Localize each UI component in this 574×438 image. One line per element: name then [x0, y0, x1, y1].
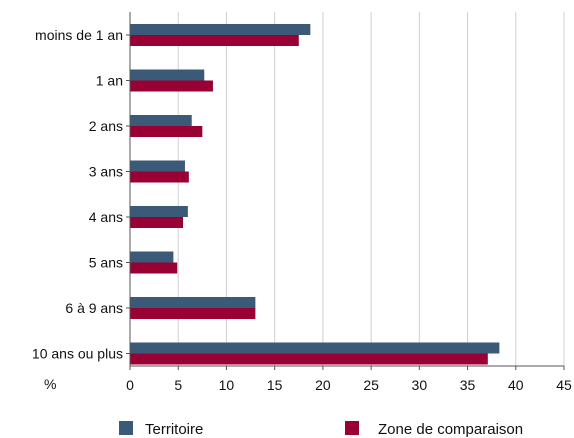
bar	[130, 308, 256, 319]
category-label: 5 ans	[89, 255, 123, 271]
category-label: 2 ans	[89, 118, 123, 134]
legend-label: Territoire	[145, 421, 203, 438]
bar	[130, 297, 256, 308]
category-label: 1 an	[96, 73, 123, 89]
x-tick-label: 5	[174, 377, 182, 393]
bar	[130, 353, 488, 365]
x-tick-label: 15	[267, 377, 283, 393]
category-label: 10 ans ou plus	[32, 346, 123, 362]
bar	[130, 217, 184, 228]
x-tick-label: 45	[556, 377, 572, 393]
bar	[130, 160, 185, 172]
legend-swatch	[345, 421, 359, 435]
bar	[130, 342, 500, 354]
bar	[130, 80, 213, 92]
x-tick-label: 25	[363, 377, 379, 393]
category-label: 3 ans	[89, 164, 123, 180]
bar	[130, 69, 205, 81]
category-labels: moins de 1 an 1 an 2 ans 3 ans 4 ans 5 ans 6 à…	[32, 27, 123, 362]
category-label: moins de 1 an	[35, 27, 123, 43]
axes	[126, 12, 565, 370]
legend-label: Zone de comparaison	[378, 421, 523, 438]
unit-label: %	[44, 376, 56, 392]
bar	[130, 171, 189, 183]
bar	[130, 262, 178, 274]
category-label: 4 ans	[89, 209, 123, 225]
x-tick-label: 20	[315, 377, 331, 393]
x-tick-label: 40	[508, 377, 524, 393]
legend-item: Zone de comparaison	[345, 421, 523, 438]
legend-item: Territoire	[119, 421, 203, 438]
legend: Territoire Zone de comparaison	[119, 421, 523, 438]
gridlines	[177, 12, 565, 366]
bar	[130, 251, 174, 263]
bar	[130, 35, 299, 46]
bars	[130, 24, 500, 365]
bar	[130, 115, 192, 126]
tick-labels: 0 5 10 15 20 25 30 35 40 45	[126, 377, 572, 393]
bar	[130, 206, 188, 217]
bar	[130, 24, 311, 35]
x-tick-label: 10	[219, 377, 235, 393]
bar	[130, 126, 203, 137]
x-tick-label: 35	[460, 377, 476, 393]
x-tick-label: 30	[412, 377, 428, 393]
x-tick-label: 0	[126, 377, 134, 393]
category-label: 6 à 9 ans	[65, 300, 123, 316]
legend-swatch	[119, 421, 133, 435]
